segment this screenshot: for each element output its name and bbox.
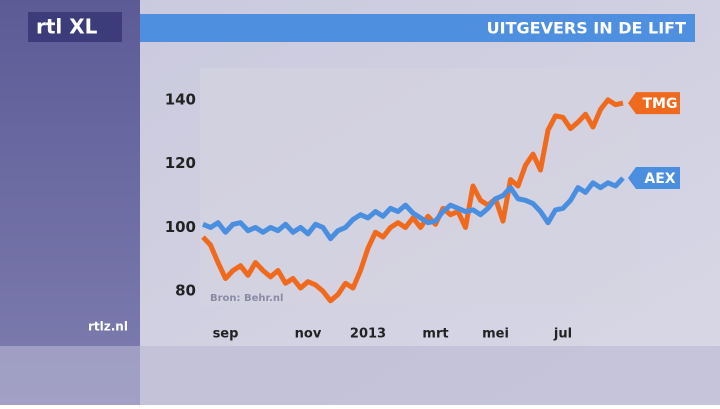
series-line: [201, 97, 624, 304]
x-tick-label: nov: [295, 327, 322, 342]
legend-label: AEX: [644, 171, 675, 187]
x-tick-label: mrt: [422, 327, 448, 342]
x-tick-label: mei: [482, 327, 509, 342]
legend-tag: [628, 167, 680, 190]
plot-area: [200, 68, 640, 305]
y-tick-label: 80: [175, 282, 196, 300]
x-tick-label: jul: [553, 327, 572, 342]
logo: rtl XL: [36, 15, 98, 39]
title-bar: [140, 14, 695, 42]
side-panel: [0, 0, 140, 405]
site: rtlz.nl: [88, 320, 128, 334]
title: UITGEVERS IN DE LIFT: [487, 19, 686, 38]
y-tick-label: 120: [165, 154, 196, 172]
x-tick-label: sep: [213, 327, 239, 342]
y-tick-label: 100: [165, 218, 196, 236]
legend-tag: [628, 92, 680, 115]
logo-box: [28, 12, 122, 42]
y-tick-label: 140: [165, 90, 196, 108]
source: Bron: Behr.nl: [210, 293, 283, 304]
x-tick-label: 2013: [350, 327, 386, 342]
legend-label: TMG: [643, 96, 678, 112]
bottom-strip: [0, 346, 720, 405]
series-line: [202, 176, 625, 242]
